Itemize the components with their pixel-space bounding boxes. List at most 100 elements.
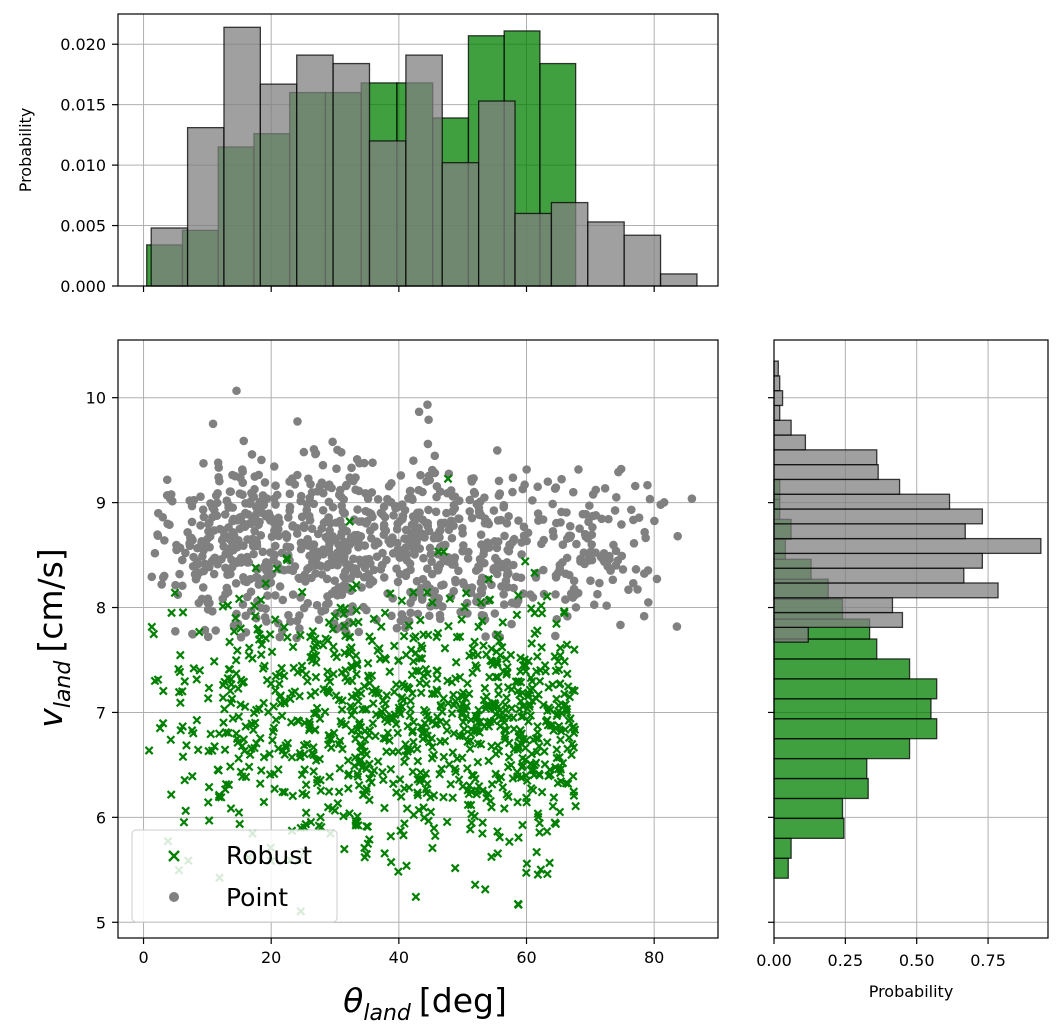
scatter-point-point <box>379 530 389 540</box>
scatter-point-point <box>587 540 597 549</box>
scatter-point-robust <box>226 674 236 684</box>
scatter-point-point <box>593 589 602 599</box>
scatter-point-robust <box>414 666 424 676</box>
scatter-point-point <box>214 463 224 472</box>
right-x-axis-label: Probability <box>869 982 954 1001</box>
scatter-point-robust <box>279 622 289 632</box>
scatter-point-robust <box>352 605 361 615</box>
scatter-point-robust <box>412 744 422 754</box>
legend-point-label: Point <box>226 883 288 912</box>
scatter-point-robust <box>422 710 432 720</box>
scatter-point-point <box>447 533 457 543</box>
scatter-point-robust <box>543 869 552 879</box>
scatter-point-point <box>210 511 220 520</box>
scatter-point-point <box>357 583 366 592</box>
scatter-point-robust <box>352 580 361 590</box>
scatter-point-robust <box>333 798 343 808</box>
scatter-point-point <box>588 522 597 532</box>
scatter-point-point <box>359 602 368 612</box>
scatter-point-point <box>407 520 417 530</box>
scatter-point-robust <box>336 603 345 613</box>
scatter-point-robust <box>526 673 536 683</box>
scatter-point-point <box>336 549 345 558</box>
scatter-point-robust <box>507 704 517 713</box>
scatter-point-robust <box>367 636 377 646</box>
scatter-point-point <box>296 491 306 501</box>
main-x-tick-label: 80 <box>644 948 664 967</box>
right-bar-robust <box>773 777 869 800</box>
scatter-point-robust <box>446 779 456 789</box>
scatter-point-robust <box>257 640 267 650</box>
scatter-point-robust <box>231 613 240 623</box>
scatter-point-point <box>386 539 395 548</box>
scatter-point-robust <box>273 744 283 753</box>
scatter-point-point <box>492 543 502 553</box>
scatter-point-robust <box>422 679 431 689</box>
scatter-point-point <box>519 522 529 532</box>
scatter-point-robust <box>181 806 191 816</box>
top-bar-point <box>514 212 553 287</box>
scatter-point-point <box>417 595 427 604</box>
scatter-point-point <box>463 554 473 563</box>
legend-point-marker <box>169 892 179 902</box>
scatter-point-robust <box>233 684 243 693</box>
scatter-point-robust <box>316 786 326 796</box>
scatter-point-point <box>387 611 396 621</box>
scatter-point-point <box>330 576 340 586</box>
scatter-point-point <box>405 486 415 496</box>
scatter-point-robust <box>414 805 424 815</box>
scatter-point-robust <box>328 642 338 652</box>
scatter-point-robust <box>554 665 564 675</box>
scatter-point-robust <box>542 706 552 716</box>
scatter-point-point <box>254 506 264 515</box>
right-axes-frame <box>773 339 1049 939</box>
scatter-point-robust <box>409 656 418 666</box>
scatter-point-robust <box>259 797 269 807</box>
scatter-point-point <box>324 543 334 553</box>
scatter-point-point <box>285 489 295 499</box>
scatter-point-point <box>508 487 517 497</box>
scatter-point-robust <box>256 595 266 605</box>
scatter-point-robust <box>288 642 298 652</box>
scatter-point-robust <box>562 640 572 650</box>
scatter-point-point <box>272 490 282 500</box>
scatter-point-robust <box>483 789 493 798</box>
scatter-point-robust <box>206 729 216 739</box>
scatter-point-point <box>387 478 396 488</box>
scatter-point-robust <box>371 685 381 694</box>
scatter-point-point <box>178 581 187 591</box>
main-y-tick-label: 8 <box>96 599 106 618</box>
scatter-point-point <box>359 458 369 468</box>
scatter-point-robust <box>214 729 224 739</box>
scatter-point-robust <box>224 728 233 738</box>
right-bar-robust <box>773 738 911 760</box>
scatter-point-point <box>275 632 285 642</box>
scatter-point-point <box>490 537 500 546</box>
scatter-point-point <box>285 502 295 512</box>
scatter-point-robust <box>567 750 576 760</box>
scatter-point-robust <box>266 679 276 689</box>
scatter-point-robust <box>513 797 522 807</box>
scatter-point-point <box>494 491 504 500</box>
scatter-point-robust <box>491 672 501 682</box>
scatter-point-point <box>250 484 259 494</box>
scatter-point-point <box>562 553 572 563</box>
scatter-point-robust <box>248 654 257 663</box>
scatter-point-point <box>278 595 288 605</box>
scatter-point-robust <box>416 722 426 732</box>
scatter-point-robust <box>413 788 422 798</box>
main-x-axis-label: θland [deg] <box>343 981 507 1026</box>
scatter-point-robust <box>517 762 527 772</box>
top-bar-point <box>186 126 225 287</box>
scatter-point-robust <box>435 717 445 727</box>
scatter-point-robust <box>406 704 415 714</box>
top-bar-point <box>441 162 480 287</box>
scatter-point-point <box>335 516 345 526</box>
scatter-point-robust <box>472 711 482 721</box>
scatter-point-robust <box>329 728 339 738</box>
scatter-point-robust <box>467 818 477 828</box>
scatter-point-point <box>561 595 570 604</box>
scatter-point-robust <box>562 669 572 679</box>
scatter-point-point <box>324 598 333 608</box>
scatter-point-robust <box>244 643 254 653</box>
